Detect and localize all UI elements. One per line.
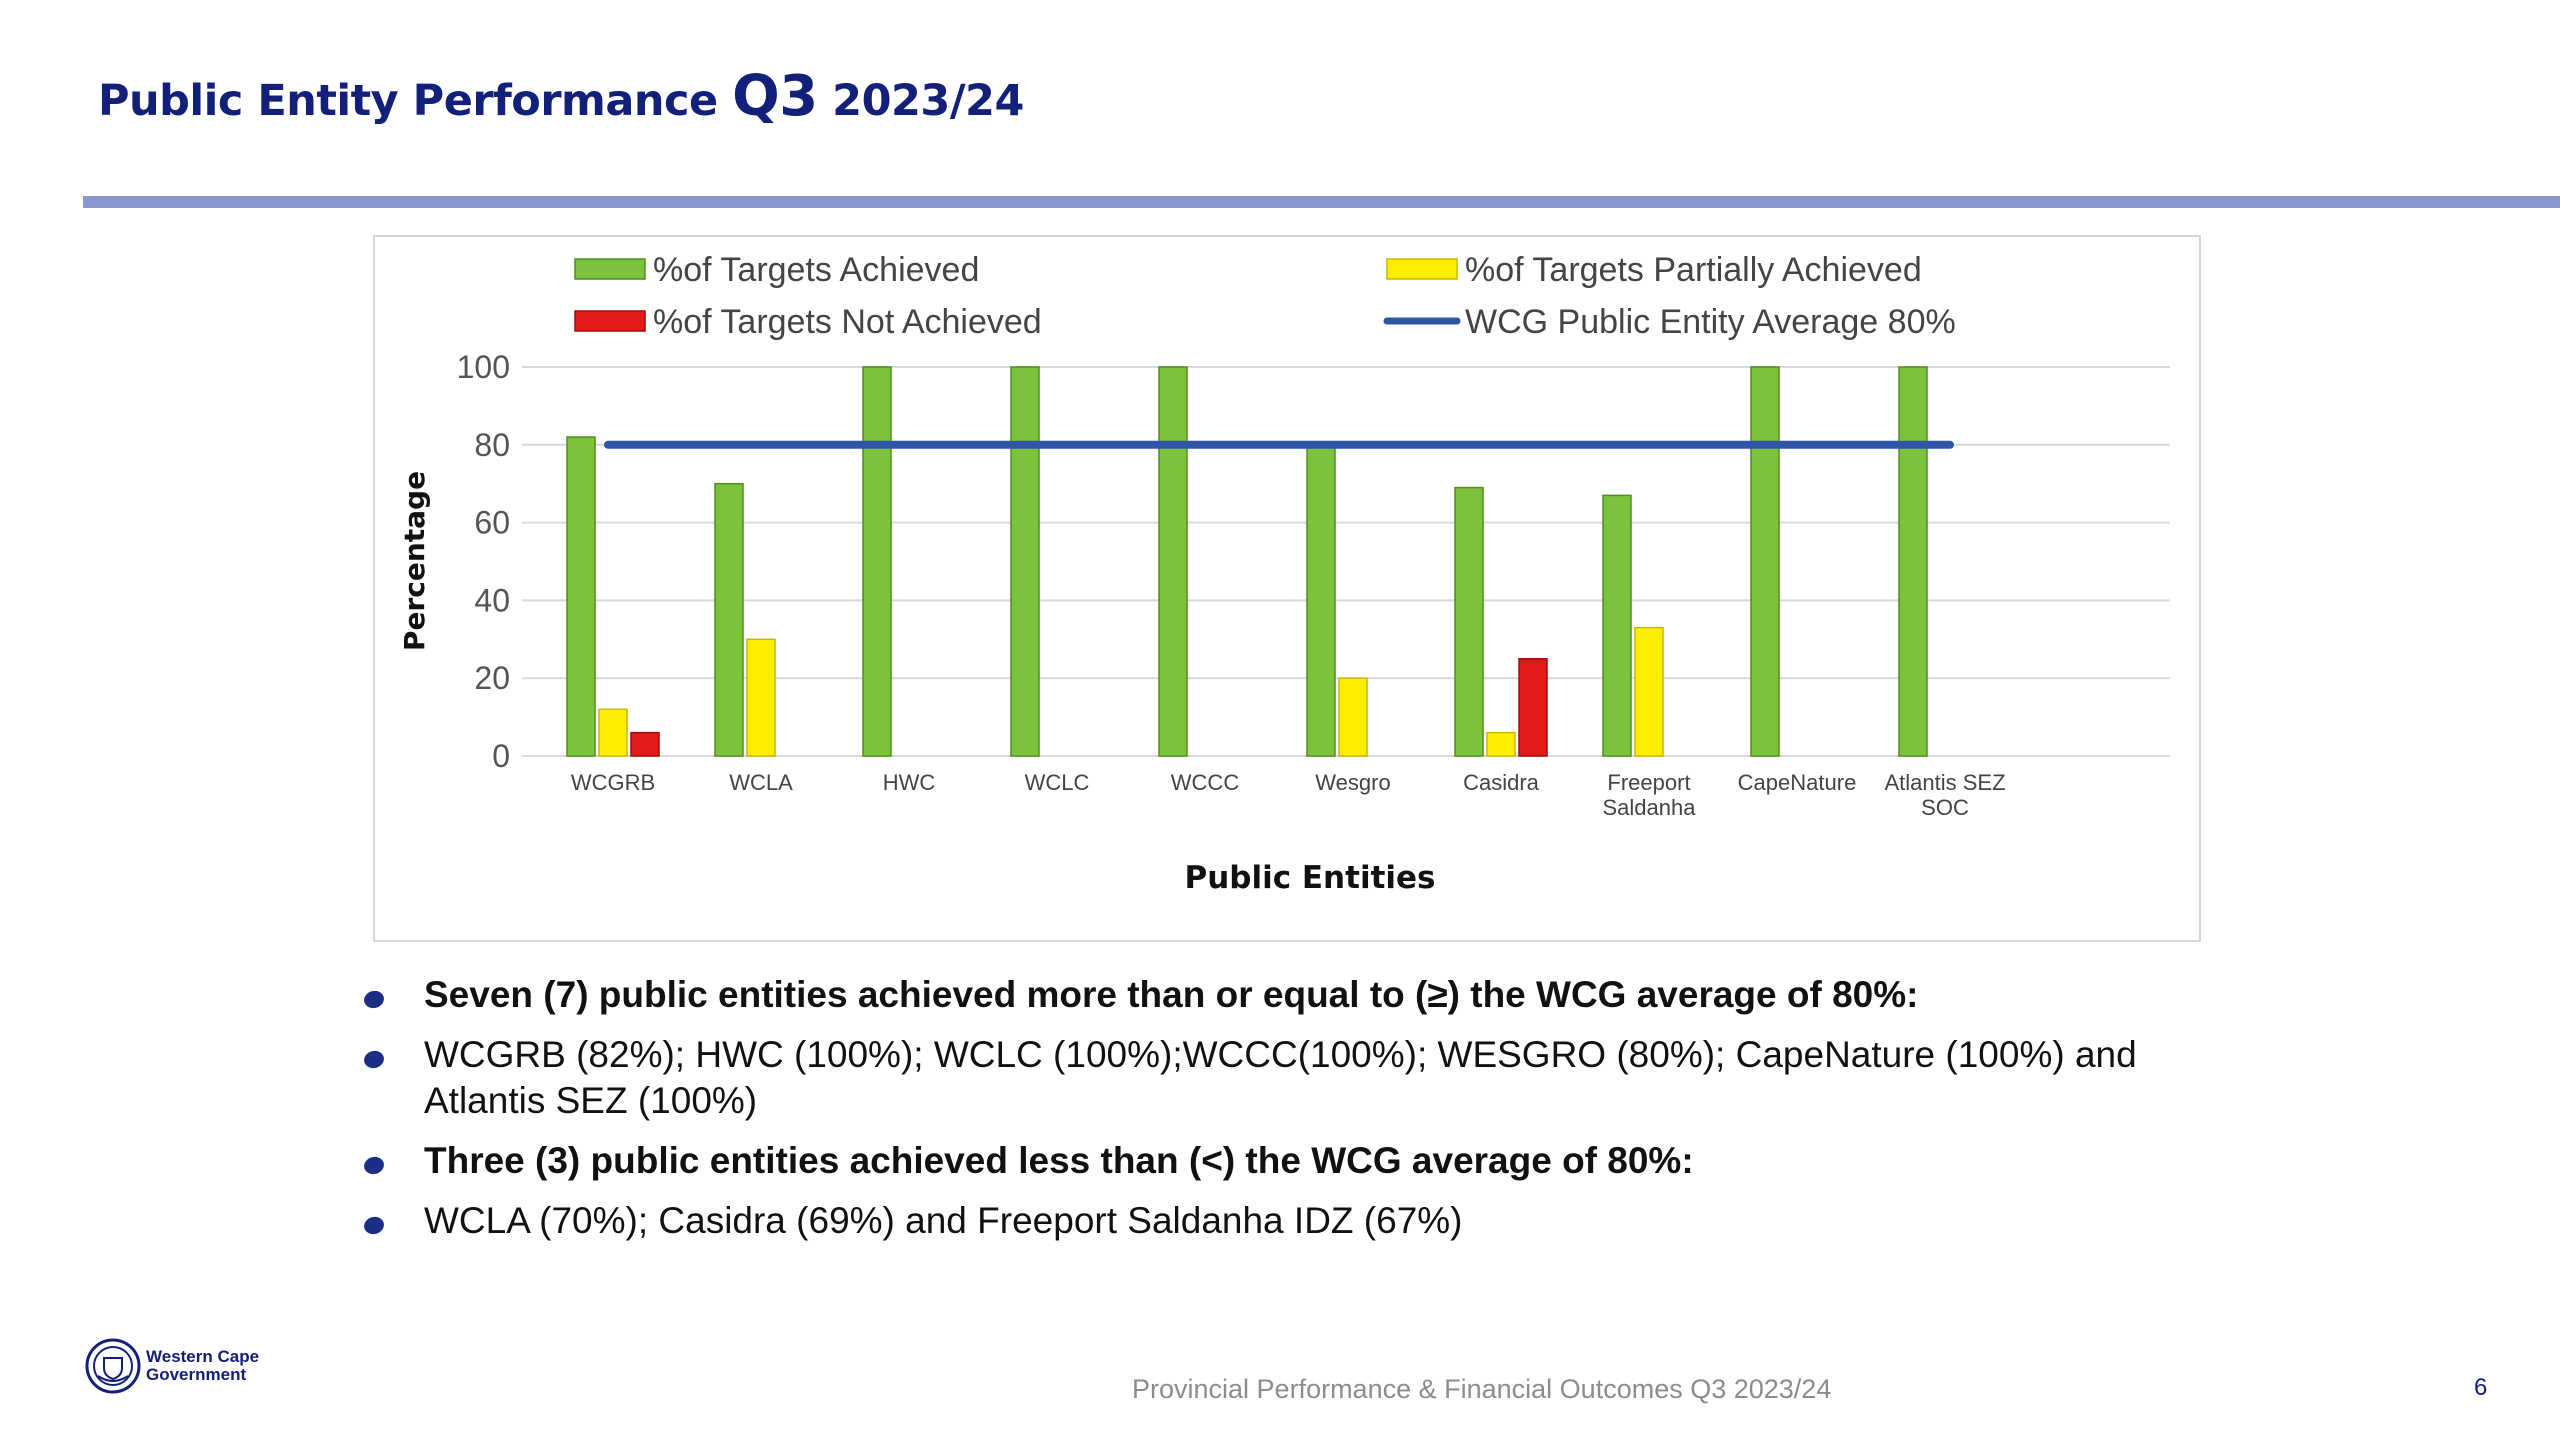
bullet-dot	[362, 1154, 386, 1177]
x-tick-label: Wesgro	[1315, 770, 1390, 795]
bullet-dot	[362, 1214, 386, 1237]
y-tick-label: 40	[474, 582, 510, 618]
bar	[1158, 366, 1188, 757]
x-tick-label: WCLA	[729, 770, 793, 795]
bar	[862, 366, 892, 757]
bullet-dot	[362, 1048, 386, 1071]
x-axis-title: Public Entities	[1184, 860, 1435, 896]
bar	[1010, 366, 1040, 757]
legend-label: WCG Public Entity Average 80%	[1465, 303, 1956, 341]
y-tick-label: 0	[492, 738, 510, 774]
x-tick-label: SOC	[1921, 795, 1969, 820]
bar	[1454, 486, 1484, 757]
legend-swatch	[574, 258, 646, 280]
bullet-item: WCGRB (82%); HWC (100%); WCLC (100%);WCC…	[362, 1032, 2242, 1124]
x-tick-label: Saldanha	[1603, 795, 1697, 820]
bullet-item: Three (3) public entities achieved less …	[362, 1138, 2242, 1184]
logo-wordmark: Western Cape Government	[146, 1348, 286, 1384]
y-tick-label: 100	[457, 349, 510, 385]
y-tick-label: 80	[474, 427, 510, 463]
logo-line-1: Western Cape	[146, 1347, 260, 1366]
y-axis-title: Percentage	[398, 471, 431, 651]
title-main: Public Entity Performance	[98, 76, 718, 126]
legend-label: %of Targets Not Achieved	[653, 303, 1042, 341]
bullet-dot	[362, 988, 386, 1011]
bar	[746, 638, 776, 757]
bullet-item: Seven (7) public entities achieved more …	[362, 972, 2242, 1018]
bar	[1634, 626, 1664, 757]
bar	[1898, 366, 1928, 757]
chart-frame: 0 20 40 60 80 100 WCGRB WCLA HWC WCLC WCCC Wesgro Ca…	[373, 235, 2201, 942]
x-tick-label: CapeNature	[1738, 770, 1857, 795]
bar	[1602, 494, 1632, 757]
bar	[630, 731, 660, 757]
title-quarter: Q3	[732, 64, 818, 129]
logo-line-2: Government	[146, 1365, 247, 1384]
y-tick-label: 20	[474, 660, 510, 696]
bullet-text: Three (3) public entities achieved less …	[424, 1140, 1694, 1181]
x-tick-label: Casidra	[1463, 770, 1540, 795]
bar	[566, 436, 596, 757]
bar	[1486, 731, 1516, 757]
western-cape-crest-icon	[85, 1338, 141, 1394]
bar	[1518, 658, 1548, 757]
title-year: 2023/24	[832, 76, 1024, 126]
bullet-text: Seven (7) public entities achieved more …	[424, 974, 1919, 1015]
bullet-item: WCLA (70%); Casidra (69%) and Freeport S…	[362, 1198, 2242, 1244]
bullet-list: Seven (7) public entities achieved more …	[362, 972, 2242, 1258]
page-title: Public Entity Performance Q3 2023/24	[98, 64, 1024, 129]
title-divider	[83, 196, 2560, 208]
bar	[714, 482, 744, 757]
footer-caption: Provincial Performance & Financial Outco…	[1132, 1374, 1832, 1404]
x-tick-label: HWC	[883, 770, 936, 795]
x-tick-label: WCCC	[1171, 770, 1240, 795]
legend-label: %of Targets Partially Achieved	[1465, 251, 1922, 289]
bar	[1750, 366, 1780, 757]
bar-chart: 0 20 40 60 80 100 WCGRB WCLA HWC WCLC WCCC Wesgro Ca…	[398, 251, 2170, 896]
page-number: 6	[2474, 1374, 2488, 1401]
x-tick-label: WCLC	[1025, 770, 1090, 795]
x-tick-label: WCGRB	[571, 770, 655, 795]
bullet-text: WCLA (70%); Casidra (69%) and Freeport S…	[424, 1200, 1463, 1241]
bar	[1338, 677, 1368, 757]
bar	[598, 708, 628, 757]
legend-label: %of Targets Achieved	[653, 251, 979, 289]
bar	[1306, 444, 1336, 757]
legend-swatch	[574, 310, 646, 332]
x-tick-label: Freeport	[1607, 770, 1690, 795]
x-tick-label: Atlantis SEZ	[1884, 770, 2005, 795]
bullet-text: WCGRB (82%); HWC (100%); WCLC (100%);WCC…	[424, 1034, 2137, 1121]
y-tick-label: 60	[474, 505, 510, 541]
legend-swatch	[1386, 258, 1458, 280]
